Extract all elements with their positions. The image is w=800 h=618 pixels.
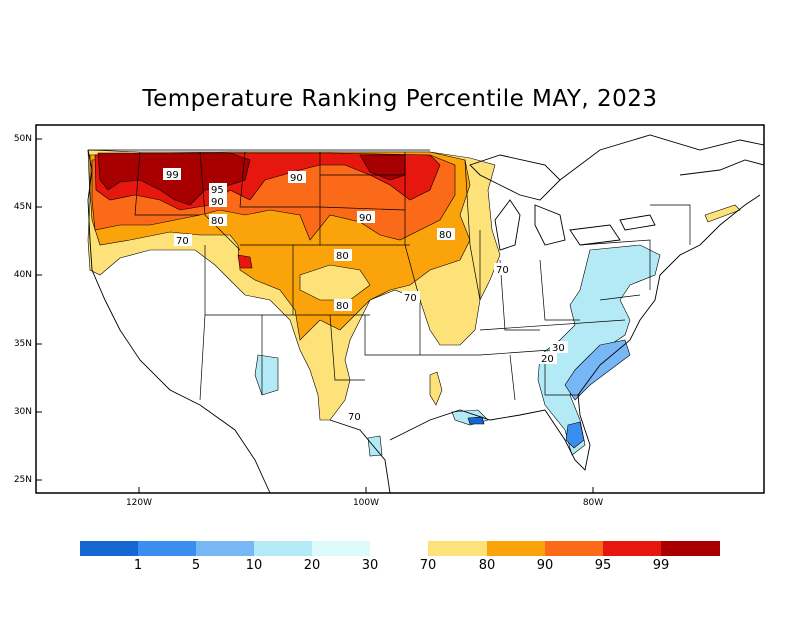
contour-label-90: 90	[290, 173, 303, 184]
contour-label-90: 90	[211, 197, 224, 208]
axis-ticks	[36, 138, 594, 493]
legend-swatch-20	[254, 541, 312, 556]
legend-swatch-95	[603, 541, 661, 556]
contour-label-90: 90	[359, 213, 372, 224]
legend-swatch-1	[80, 541, 138, 556]
region-above-70-ne	[704, 204, 741, 223]
legend-swatch-5	[138, 541, 196, 556]
lon-label-120w: 120W	[125, 498, 153, 508]
legend-swatch-90	[545, 541, 603, 556]
region-below-20	[564, 339, 631, 401]
lat-label-25n: 25N	[13, 475, 32, 485]
legend-tick-70: 70	[419, 558, 437, 573]
lat-label-40n: 40N	[13, 270, 32, 280]
contour-label-80: 80	[211, 216, 224, 227]
legend-tick-10: 10	[245, 558, 263, 573]
contour-labels: 99 95 90 90 90 80 80 80 70 80 70 70 30 2…	[163, 168, 568, 423]
legend-tick-95: 95	[594, 558, 612, 573]
coastlines	[87, 134, 765, 494]
legend-swatch-10	[196, 541, 254, 556]
lat-label-35n: 35N	[13, 339, 32, 349]
legend-swatch-99	[661, 541, 720, 556]
contour-label-70: 70	[348, 412, 361, 423]
legend-swatch-70	[428, 541, 487, 556]
contour-label-20: 20	[541, 354, 554, 365]
region-below-30-nm	[254, 354, 279, 396]
legend-tick-1: 1	[133, 558, 143, 573]
contour-label-70: 70	[176, 236, 189, 247]
region-below-10-fl	[565, 421, 585, 449]
lat-label-50n: 50N	[13, 134, 32, 144]
legend-tick-20: 20	[303, 558, 321, 573]
region-below-1-la	[467, 416, 485, 425]
lon-label-100w: 100W	[352, 498, 380, 508]
legend-tick-90: 90	[536, 558, 554, 573]
legend-tick-80: 80	[478, 558, 496, 573]
region-above-95-wy	[237, 254, 253, 269]
region-above-70-hole	[299, 264, 371, 301]
contour-label-70: 70	[404, 293, 417, 304]
lat-label-45n: 45N	[13, 202, 32, 212]
region-below-30-tx	[367, 435, 383, 457]
contour-label-80: 80	[336, 251, 349, 262]
contour-label-80: 80	[439, 230, 452, 241]
state-boundaries	[88, 149, 691, 401]
legend-swatch-80	[487, 541, 545, 556]
legend-tick-30: 30	[361, 558, 379, 573]
legend-tick-99: 99	[652, 558, 670, 573]
contour-label-99: 99	[166, 170, 179, 181]
legend-swatch-30	[312, 541, 370, 556]
contour-label-70: 70	[496, 265, 509, 276]
lat-label-30n: 30N	[13, 407, 32, 417]
map-title: Temperature Ranking Percentile MAY, 2023	[142, 86, 658, 112]
contour-label-30: 30	[552, 343, 565, 354]
region-above-70-south	[429, 371, 443, 406]
legend-tick-5: 5	[191, 558, 201, 573]
lon-label-80w: 80W	[582, 498, 604, 508]
contour-label-95: 95	[211, 185, 224, 196]
contour-label-80: 80	[336, 301, 349, 312]
region-above-99-mt	[359, 154, 406, 181]
